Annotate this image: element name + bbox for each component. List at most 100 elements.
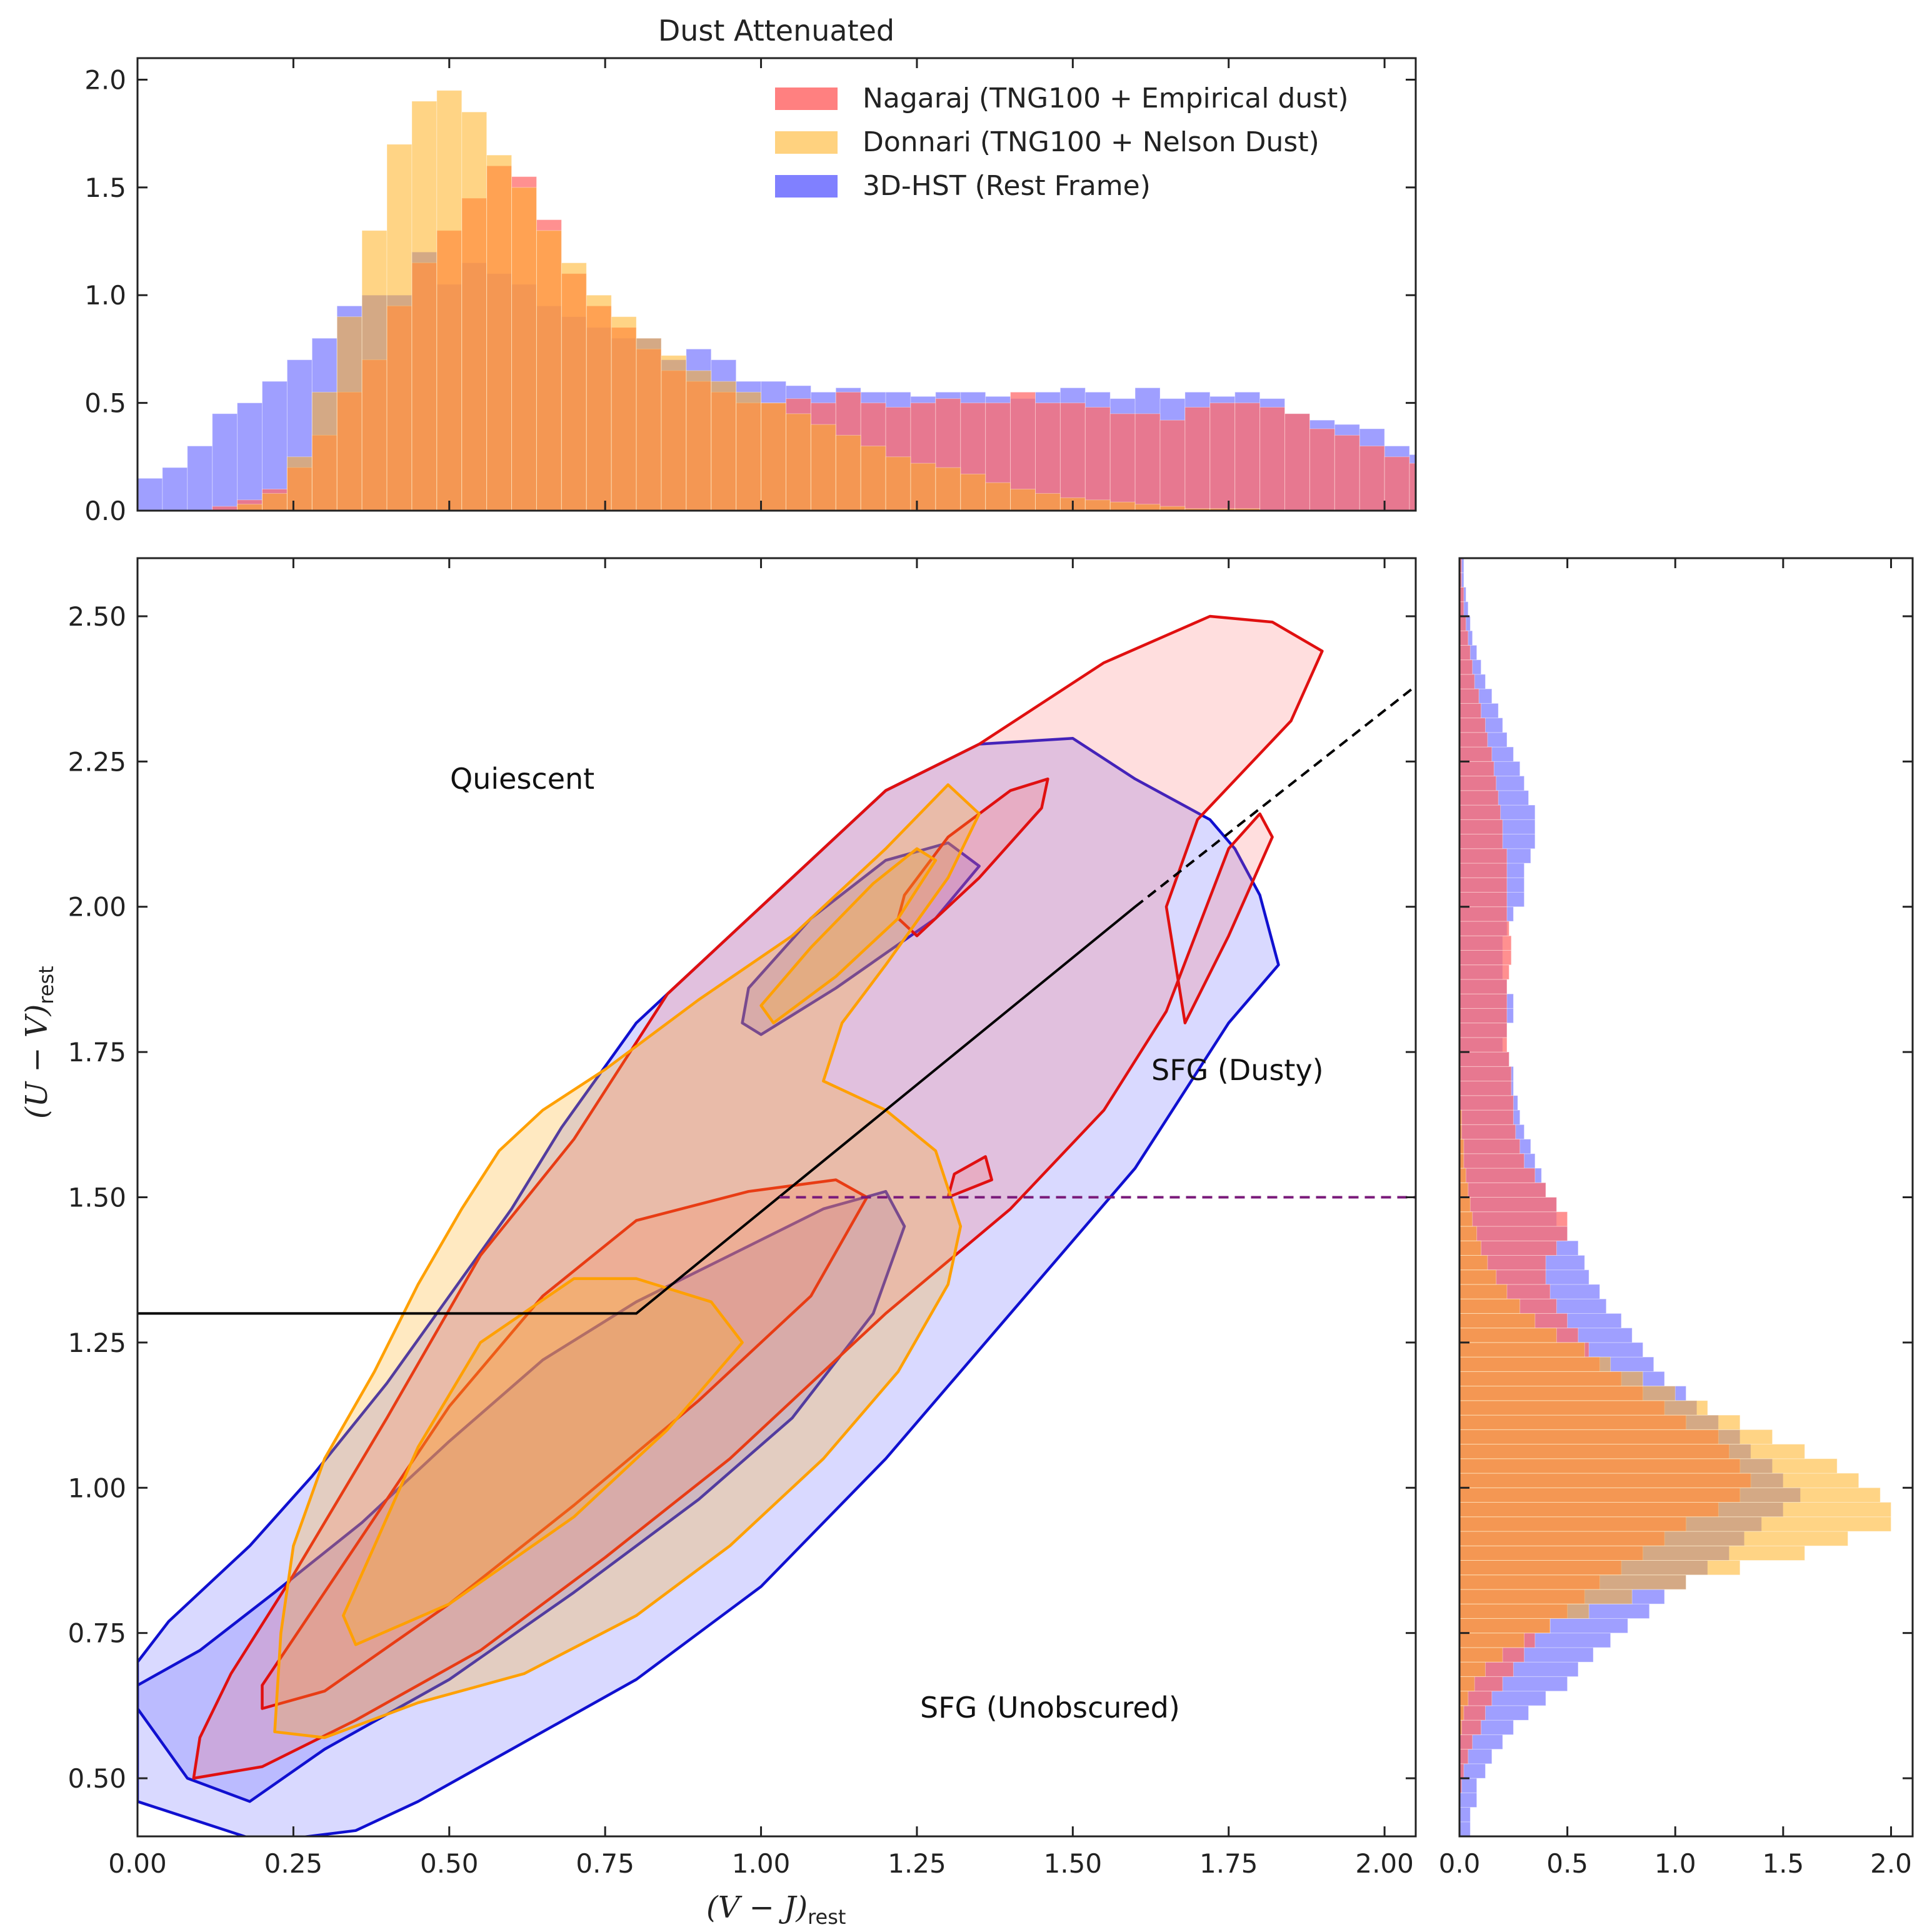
top-hist-bar-donnari	[361, 230, 388, 511]
top-hist-bar-donnari	[286, 456, 313, 511]
top-hist-bar-donnari	[860, 446, 886, 511]
right-hist-bar-nagaraj	[1459, 1095, 1514, 1111]
right-hist-bar-donnari	[1459, 1298, 1521, 1314]
right-hist-bar-donnari	[1459, 1197, 1471, 1213]
right-hist-bar-donnari	[1459, 1284, 1508, 1299]
top-hist-bar-donnari	[636, 338, 662, 511]
right-hist-bar-nagaraj	[1459, 732, 1488, 748]
top-hist-bar-donnari	[262, 493, 288, 511]
right-hist-bar-nagaraj	[1459, 1124, 1516, 1140]
x-axis-label-sub: rest	[808, 1905, 846, 1929]
top-hist-bar-donnari	[436, 90, 463, 511]
top-hist-bar-donnari	[237, 504, 263, 511]
top-hist-bar-donnari	[386, 144, 413, 511]
right-hist-bar-nagaraj	[1459, 674, 1475, 689]
right-hist-bar-nagaraj	[1459, 1066, 1512, 1082]
contour-hst-0	[138, 736, 1280, 1836]
top-hist-bar-donnari	[561, 263, 587, 511]
right-hist-bar-donnari	[1459, 1182, 1469, 1198]
top-hist-bar-nagaraj	[1184, 407, 1211, 511]
right-hist-bar-donnari	[1459, 1313, 1536, 1329]
right-hist-bar-nagaraj	[1459, 1023, 1508, 1038]
top-hist-bar-donnari	[511, 187, 537, 511]
right-hist-bar-donnari	[1459, 1487, 1881, 1503]
right-hist-bar-nagaraj	[1459, 659, 1473, 675]
top-hist-bar-hst	[187, 446, 213, 511]
top-hist-bar-donnari	[311, 391, 338, 511]
legend-swatch-hst	[775, 175, 838, 198]
right-hist-bar-donnari	[1459, 1211, 1473, 1227]
right-hist-bar-nagaraj	[1459, 804, 1501, 820]
right-xtick-label: 1.0	[1654, 1848, 1696, 1879]
right-hist-bar-nagaraj	[1459, 790, 1499, 806]
main-ytick-label: 1.75	[68, 1037, 126, 1068]
right-hist-bar-nagaraj	[1459, 1211, 1568, 1227]
contour-layer	[138, 614, 1324, 1836]
top-hist-bar-donnari	[486, 154, 513, 511]
contour-nagaraj-3	[946, 1155, 993, 1199]
right-hist-bar-hst	[1459, 1821, 1471, 1837]
top-hist-bar-nagaraj	[1134, 413, 1161, 511]
right-hist-bar-nagaraj	[1459, 1734, 1473, 1750]
main-xtick-label: 1.50	[1044, 1848, 1103, 1879]
top-hist-bar-nagaraj	[1084, 407, 1111, 511]
right-hist-bar-nagaraj	[1459, 1139, 1521, 1154]
right-hist-bar-donnari	[1459, 1444, 1805, 1459]
top-hist-bar-donnari	[910, 463, 936, 511]
top-hist-bar-nagaraj	[1334, 434, 1360, 511]
main-ytick-label: 2.00	[68, 892, 126, 923]
top-hist-bar-donnari	[536, 230, 562, 511]
top-hist-bar-donnari	[761, 403, 786, 511]
top-hist-bar-nagaraj	[1059, 403, 1086, 511]
legend-label-donnari: Donnari (TNG100 + Nelson Dust)	[863, 126, 1319, 158]
right-hist-bar-donnari	[1459, 1269, 1497, 1285]
main-xticks: 0.00 0.25 0.50 0.75 1.00 1.25 1.50 1.75 2.00	[108, 558, 1414, 1879]
right-hist-bar-nagaraj	[1459, 718, 1486, 733]
y-axis-label-main: (U − V)	[19, 1004, 54, 1119]
right-hist-bar-nagaraj	[1459, 863, 1508, 878]
top-hist-bar-donnari	[711, 381, 737, 511]
top-hist-bar-hst	[237, 403, 263, 511]
top-hist-bar-hst	[212, 413, 238, 511]
top-hist-bar-donnari	[686, 370, 712, 511]
main-ytick-label: 0.50	[68, 1763, 126, 1794]
region-quiescent: Quiescent	[450, 762, 594, 796]
top-histogram-frame	[136, 57, 1417, 512]
top-hist-bar-donnari	[661, 355, 687, 511]
top-hist-bar-donnari	[461, 111, 488, 511]
main-ytick-label: 1.00	[68, 1473, 126, 1503]
main-ytick-label: 0.75	[68, 1618, 126, 1649]
top-hist-bar-nagaraj	[1159, 419, 1186, 511]
top-hist-bar-nagaraj	[1359, 446, 1385, 511]
contour-donnari-2	[759, 847, 938, 1024]
right-hist-bar-hst	[1459, 1778, 1478, 1793]
right-xtick-label: 1.5	[1762, 1848, 1804, 1879]
x-axis-label: (V − J)rest	[706, 1890, 846, 1929]
right-hist-bar-nagaraj	[1459, 1182, 1546, 1198]
top-hist-bar-donnari	[736, 391, 762, 511]
right-hist-bar-donnari	[1459, 1531, 1848, 1546]
right-hist-bar-donnari	[1459, 1589, 1633, 1604]
right-hist-bar-donnari	[1459, 1603, 1589, 1619]
right-hist-bar-nagaraj	[1459, 1749, 1469, 1764]
contour-donnari-0	[273, 783, 981, 1739]
top-hist-bar-donnari	[935, 467, 961, 511]
right-hist-bar-donnari	[1459, 1633, 1525, 1648]
legend-label-hst: 3D-HST (Rest Frame)	[863, 170, 1151, 202]
right-hist-bar-donnari	[1459, 1473, 1859, 1488]
uvj-selection-boundary	[138, 906, 1136, 1315]
top-hist-bar-nagaraj	[1234, 403, 1261, 511]
main-yticks: 0.50 0.75 1.00 1.25 1.50 1.75 2.00 2.25 2.50	[68, 601, 1416, 1794]
right-hist-bar-nagaraj	[1459, 761, 1494, 777]
right-histogram-bars	[1459, 558, 1891, 1837]
top-hist-bar-donnari	[411, 101, 438, 511]
right-hist-bar-nagaraj	[1459, 993, 1508, 1009]
right-histogram-xticks: 0.0 0.5 1.0 1.5 2.0	[1439, 558, 1913, 1879]
legend-swatch-nagaraj	[775, 88, 838, 110]
right-hist-bar-donnari	[1459, 1226, 1478, 1241]
y-axis-label-sub: rest	[34, 966, 58, 1004]
right-hist-bar-donnari	[1459, 1647, 1503, 1663]
top-histogram-bars	[137, 90, 1416, 511]
right-hist-bar-nagaraj	[1459, 630, 1469, 646]
